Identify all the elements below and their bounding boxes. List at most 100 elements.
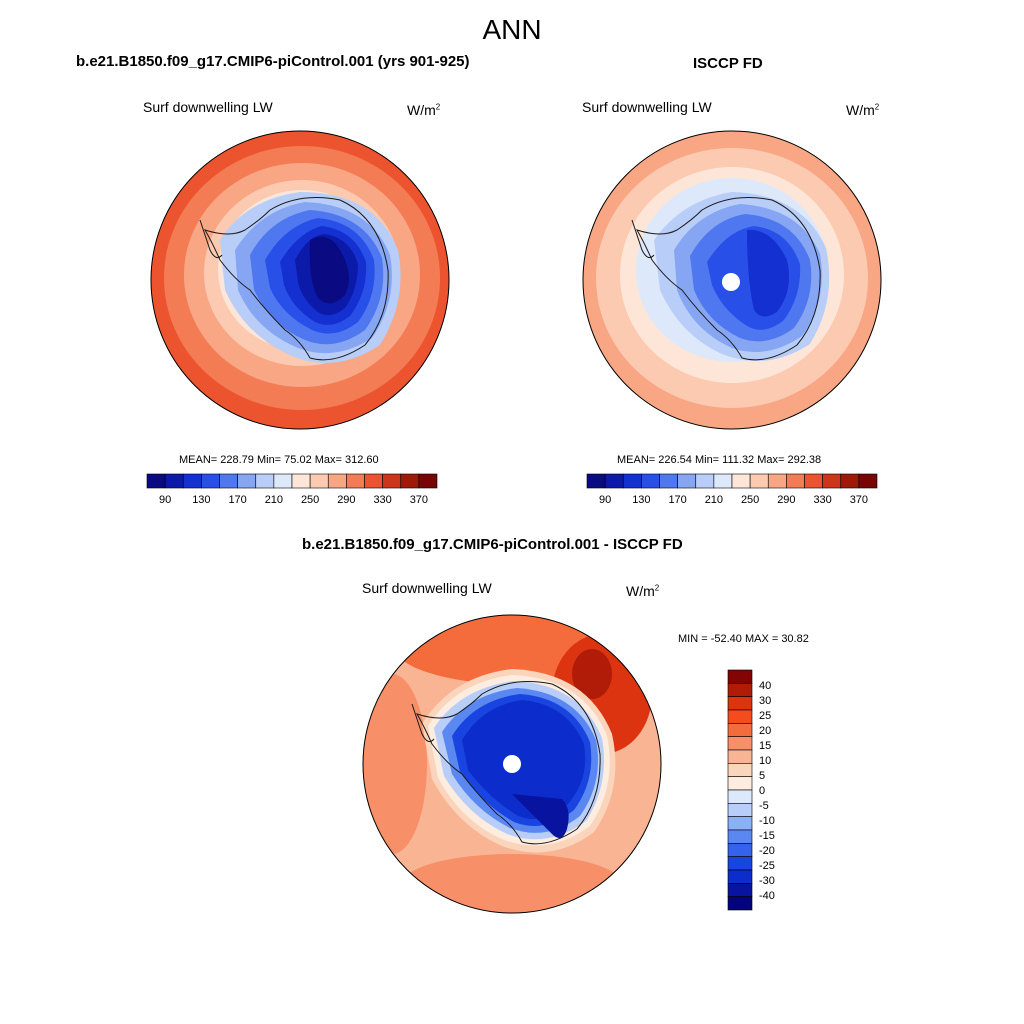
colorbar-3-swatch bbox=[727, 696, 753, 711]
colorbar-1-tick-label: 370 bbox=[410, 494, 428, 506]
colorbar-2-tick-label: 290 bbox=[777, 494, 795, 506]
colorbar-3-tick-label: -30 bbox=[759, 875, 775, 887]
colorbar-2-swatch bbox=[767, 473, 787, 489]
colorbar-2-swatch bbox=[749, 473, 769, 489]
colorbar-3-swatch bbox=[727, 856, 753, 871]
colorbar-2-tick-label: 90 bbox=[599, 494, 611, 506]
colorbar-1-swatch bbox=[182, 473, 202, 489]
colorbar-2-tick-label: 210 bbox=[705, 494, 723, 506]
colorbar-2-swatch bbox=[731, 473, 751, 489]
colorbar-2-tick-label: 250 bbox=[741, 494, 759, 506]
panel-3-variable: Surf downwelling LW bbox=[362, 580, 492, 596]
colorbar-1-swatch bbox=[346, 473, 365, 489]
colorbar-1-swatch bbox=[201, 473, 220, 489]
panel-1-stats: MEAN= 228.79 Min= 75.02 Max= 312.60 bbox=[179, 454, 379, 466]
colorbar-2-tick-label: 130 bbox=[632, 494, 650, 506]
colorbar-3-swatch bbox=[727, 843, 753, 857]
colorbar-3-swatch bbox=[727, 669, 753, 684]
map-panel-1 bbox=[150, 130, 450, 430]
colorbar-3-swatch bbox=[727, 896, 753, 911]
colorbar-1-tick-label: 130 bbox=[192, 494, 210, 506]
colorbar-1-swatch bbox=[382, 473, 402, 489]
panel-3-units: W/m2 bbox=[626, 583, 660, 599]
colorbar-1-swatch bbox=[291, 473, 311, 489]
colorbar-1-swatch bbox=[237, 473, 257, 489]
colorbar-3-swatch bbox=[727, 883, 753, 897]
figure-title: ANN bbox=[482, 14, 542, 45]
colorbar-3-tick-label: 25 bbox=[759, 710, 771, 722]
colorbar-1-tick-label: 290 bbox=[337, 494, 355, 506]
colorbar-2-tick-label: 370 bbox=[850, 494, 868, 506]
colorbar-3-tick-label: -20 bbox=[759, 845, 775, 857]
colorbar-1-swatch bbox=[255, 473, 275, 489]
colorbar-2-swatch bbox=[604, 473, 624, 489]
map-panel-2 bbox=[582, 130, 882, 430]
colorbar-3-tick-label: -40 bbox=[759, 890, 775, 902]
colorbar-3-tick-label: 20 bbox=[759, 725, 771, 737]
colorbar-1-tick-label: 90 bbox=[159, 494, 171, 506]
colorbar-3-tick-label: -5 bbox=[759, 800, 769, 812]
colorbar-3-swatch bbox=[727, 723, 753, 737]
panel-3-stats: MIN = -52.40 MAX = 30.82 bbox=[678, 633, 809, 645]
panel-2-title: ISCCP FD bbox=[693, 55, 763, 72]
colorbar-1-swatch bbox=[327, 473, 347, 489]
colorbar-1-swatch bbox=[164, 473, 184, 489]
colorbar-3-swatch bbox=[727, 736, 753, 751]
colorbar-3-swatch bbox=[727, 709, 753, 724]
colorbar-1-swatch bbox=[364, 473, 383, 489]
colorbar-1-tick-label: 330 bbox=[373, 494, 391, 506]
colorbar-2-swatch bbox=[840, 473, 860, 489]
colorbar-2-swatch bbox=[713, 473, 733, 489]
colorbar-1-tick-label: 210 bbox=[265, 494, 283, 506]
colorbar-panel-3-difference: 40 30 25 20 15 10 5 0 -5 -10 -15 -20 -25 -30 -40 bbox=[727, 669, 775, 911]
colorbar-3-tick-label: 0 bbox=[759, 785, 765, 797]
colorbar-2-swatch bbox=[786, 473, 805, 489]
colorbar-1-swatch bbox=[273, 473, 293, 489]
colorbar-3-tick-label: 30 bbox=[759, 695, 771, 707]
panel-1-title: b.e21.B1850.f09_g17.CMIP6-piControl.001 … bbox=[76, 53, 470, 70]
colorbar-3-tick-label: 5 bbox=[759, 770, 765, 782]
colorbar-panel-2: 90 130 170 210 250 290 330 370 bbox=[586, 473, 878, 506]
colorbar-panel-1: 90 130 170 210 250 290 330 370 bbox=[146, 473, 438, 506]
colorbar-3-swatch bbox=[727, 763, 753, 777]
panel-2-stats: MEAN= 226.54 Min= 111.32 Max= 292.38 bbox=[617, 454, 822, 466]
colorbar-2-swatch bbox=[804, 473, 823, 489]
colorbar-2-tick-label: 170 bbox=[668, 494, 686, 506]
panel-1-variable: Surf downwelling LW bbox=[143, 99, 273, 115]
colorbar-2-tick-label: 330 bbox=[813, 494, 831, 506]
colorbar-1-swatch bbox=[400, 473, 420, 489]
colorbar-1-swatch bbox=[418, 473, 438, 489]
colorbar-2-swatch bbox=[641, 473, 660, 489]
colorbar-2-swatch bbox=[622, 473, 642, 489]
colorbar-3-swatch bbox=[727, 683, 753, 697]
colorbar-2-swatch bbox=[586, 473, 606, 489]
panel-1-units: W/m2 bbox=[407, 102, 441, 118]
colorbar-2-swatch bbox=[822, 473, 842, 489]
colorbar-1-swatch bbox=[146, 473, 166, 489]
colorbar-1-swatch bbox=[309, 473, 329, 489]
colorbar-3-swatch bbox=[727, 816, 753, 831]
colorbar-1-tick-label: 170 bbox=[228, 494, 246, 506]
panel-3-title: b.e21.B1850.f09_g17.CMIP6-piControl.001 … bbox=[302, 536, 683, 553]
colorbar-3-tick-label: -10 bbox=[759, 815, 775, 827]
colorbar-2-swatch bbox=[695, 473, 715, 489]
colorbar-3-tick-label: 10 bbox=[759, 755, 771, 767]
panel-2-units: W/m2 bbox=[846, 102, 880, 118]
colorbar-3-swatch bbox=[727, 829, 753, 844]
colorbar-3-tick-label: -25 bbox=[759, 860, 775, 872]
panel-2-variable: Surf downwelling LW bbox=[582, 99, 712, 115]
colorbar-3-tick-label: 40 bbox=[759, 680, 771, 692]
colorbar-1-tick-label: 250 bbox=[301, 494, 319, 506]
colorbar-2-swatch bbox=[659, 473, 678, 489]
colorbar-3-swatch bbox=[727, 749, 753, 764]
colorbar-3-swatch bbox=[727, 803, 753, 817]
colorbar-3-swatch bbox=[727, 789, 753, 804]
colorbar-1-swatch bbox=[219, 473, 238, 489]
colorbar-2-swatch bbox=[677, 473, 697, 489]
map-panel-3-difference bbox=[362, 614, 662, 914]
colorbar-2-swatch bbox=[858, 473, 878, 489]
colorbar-3-tick-label: 15 bbox=[759, 740, 771, 752]
colorbar-3-swatch bbox=[727, 869, 753, 884]
colorbar-3-swatch bbox=[727, 776, 753, 791]
colorbar-3-tick-label: -15 bbox=[759, 830, 775, 842]
